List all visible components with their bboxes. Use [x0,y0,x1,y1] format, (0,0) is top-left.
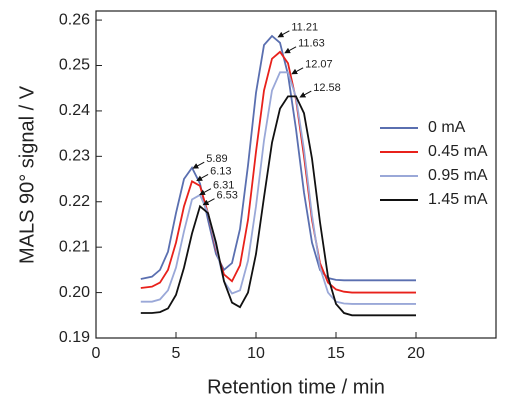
x-tick-label: 10 [247,345,265,362]
peak-arrow [291,67,304,75]
x-tick-label: 15 [327,345,345,362]
x-tick-label: 0 [92,345,101,362]
series-line [140,71,416,305]
peak-label: 12.58 [313,82,341,94]
y-tick-label: 0.22 [59,193,90,210]
x-tick-label: 20 [407,345,425,362]
peak-label: 6.13 [210,165,231,177]
series-line [140,34,416,282]
peak-arrow [284,46,297,54]
y-tick-label: 0.21 [59,238,90,255]
y-tick-label: 0.24 [59,102,90,119]
legend-label: 0.95 mA [428,167,488,184]
y-tick-label: 0.23 [59,148,90,165]
y-tick-label: 0.20 [59,284,90,301]
x-tick-label: 5 [172,345,181,362]
y-axis-title: MALS 90° signal / V [16,85,38,264]
peak-label: 11.21 [291,22,318,34]
peak-arrow [199,188,212,196]
peak-arrow [299,90,312,98]
y-tick-label: 0.25 [59,57,90,74]
legend-label: 0.45 mA [428,143,488,160]
peak-label: 11.63 [298,38,325,50]
legend-label: 0 mA [428,119,466,136]
peak-arrow [277,30,290,38]
series-line [140,95,416,317]
plot-frame [95,10,497,339]
peak-label: 6.53 [216,190,237,202]
peak-arrow [192,161,205,169]
x-axis-title: Retention time / min [207,376,385,398]
peak-label: 6.31 [213,180,234,192]
y-tick-label: 0.19 [59,329,90,346]
peak-arrow [202,198,215,206]
legend-label: 1.45 mA [428,191,488,208]
series-line [140,50,416,294]
peak-label: 12.07 [305,59,333,71]
peak-arrow [196,174,209,181]
y-tick-label: 0.26 [59,11,90,28]
peak-label: 5.89 [206,153,227,165]
